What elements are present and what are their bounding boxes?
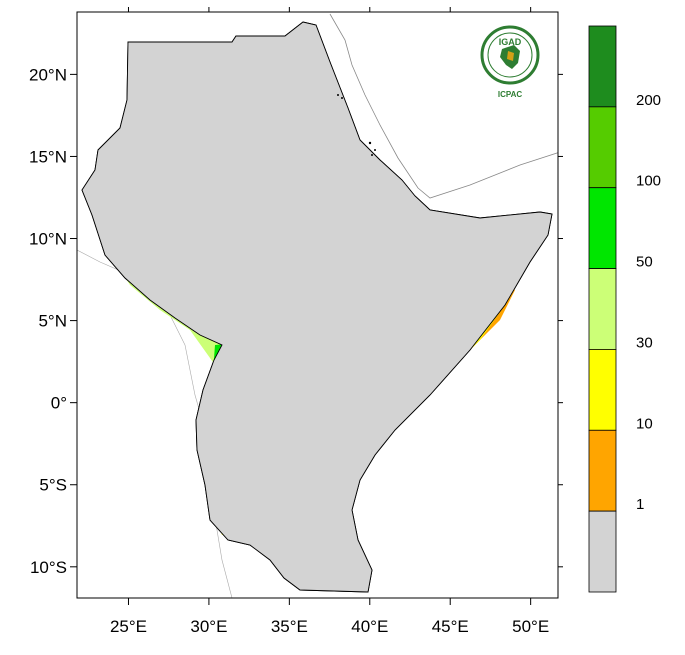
congo-basin-outline: [77, 249, 233, 598]
colorbar-label: 30: [636, 334, 653, 351]
lon-label: 35°E: [271, 617, 308, 636]
colorbar-label: 200: [636, 92, 661, 109]
longitude-labels: 25°E 30°E 35°E 40°E 45°E 50°E: [110, 617, 549, 636]
colorbar-labels: 200 100 50 30 10 1: [636, 92, 661, 513]
colorbar-swatch: [588, 25, 617, 108]
igad-icpac-logo: IGAD ICPAC: [480, 25, 540, 99]
lon-label: 30°E: [190, 617, 227, 636]
red-sea-islands: [337, 94, 376, 156]
logo-top-text: IGAD: [499, 37, 522, 47]
colorbar-label: 10: [636, 415, 653, 432]
colorbar-swatch: [588, 268, 617, 350]
lon-label: 40°E: [351, 617, 388, 636]
colorbar-swatch: [588, 187, 617, 269]
colorbar-swatch: [588, 106, 617, 189]
logo-bottom-text: ICPAC: [498, 90, 523, 99]
lon-label: 25°E: [110, 617, 147, 636]
lat-label: 5°S: [39, 476, 67, 495]
latitude-labels: 20°N 15°N 10°N 5°N 0° 5°S 10°S: [29, 65, 67, 576]
lat-label: 5°N: [38, 312, 67, 331]
colorbar-swatch: [588, 349, 617, 431]
lon-label: 45°E: [432, 617, 469, 636]
lat-label: 15°N: [29, 147, 67, 166]
colorbar: [588, 25, 617, 593]
lon-label: 50°E: [512, 617, 549, 636]
lat-label: 20°N: [29, 65, 67, 84]
latitude-ticks: [70, 73, 563, 568]
arabia-coastline: [329, 13, 558, 199]
colorbar-swatch: [588, 429, 617, 512]
lat-label: 0°: [51, 394, 67, 413]
colorbar-label: 100: [636, 173, 661, 190]
map-frame: [76, 11, 559, 599]
colorbar-label: 50: [636, 254, 653, 271]
colorbar-swatch: [588, 510, 617, 593]
lat-label: 10°S: [30, 558, 67, 577]
colorbar-label: 1: [636, 496, 644, 513]
lat-label: 10°N: [29, 230, 67, 249]
longitude-ticks: [127, 7, 532, 605]
